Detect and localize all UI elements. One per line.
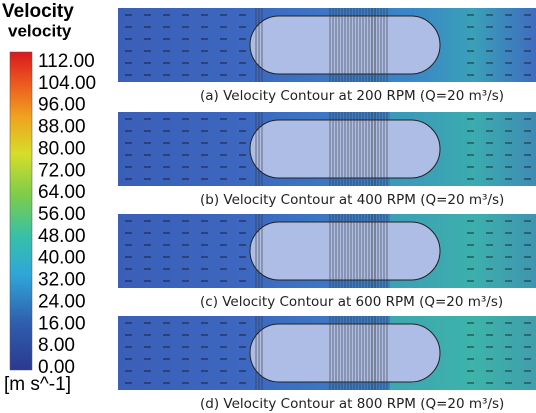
colorbar-label: 32.00 (38, 270, 86, 291)
contour-panel: (d) Velocity Contour at 800 RPM (Q=20 m³… (118, 316, 536, 412)
caption: (a) Velocity Contour at 200 RPM (Q=20 m³… (200, 88, 504, 104)
colorbar-label: 48.00 (38, 226, 86, 247)
colorbar-label: 104.00 (38, 73, 96, 94)
contour-panel: (b) Velocity Contour at 400 RPM (Q=20 m³… (118, 112, 536, 208)
legend-unit: [m s^-1] (4, 374, 71, 395)
colorbar-label: 0.00 (38, 357, 75, 378)
colorbar-label: 80.00 (38, 138, 86, 159)
colorbar-label: 96.00 (38, 95, 86, 116)
colorbar-label: 88.00 (38, 117, 86, 138)
contour-panel: (a) Velocity Contour at 200 RPM (Q=20 m³… (118, 8, 536, 104)
colorbar-label: 112.00 (38, 51, 95, 72)
colorbar-label: 56.00 (38, 204, 86, 225)
caption: (c) Velocity Contour at 600 RPM (Q=20 m³… (200, 294, 503, 310)
colorbar-label: 40.00 (38, 248, 86, 269)
legend-title: Velocity (2, 1, 74, 22)
colorbar-label: 8.00 (38, 335, 75, 356)
colorbar-label: 64.00 (38, 182, 86, 203)
colorbar-label: 72.00 (38, 160, 86, 181)
colorbar (9, 51, 33, 371)
colorbar-label: 16.00 (38, 313, 86, 334)
caption: (d) Velocity Contour at 800 RPM (Q=20 m³… (200, 396, 504, 412)
legend-subtitle: velocity (8, 21, 72, 40)
caption: (b) Velocity Contour at 400 RPM (Q=20 m³… (200, 192, 504, 208)
contour-panel: (c) Velocity Contour at 600 RPM (Q=20 m³… (118, 214, 536, 310)
colorbar-label: 24.00 (38, 291, 86, 312)
